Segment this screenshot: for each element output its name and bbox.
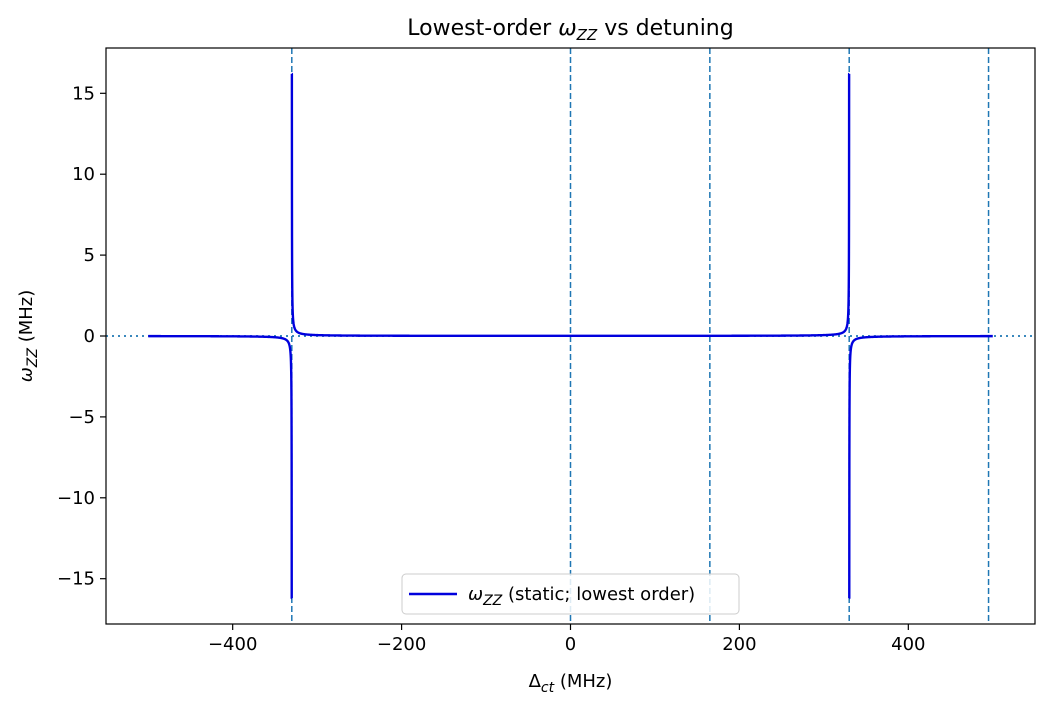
ylabel-subscript: ZZ xyxy=(25,348,41,369)
y-axis-label: ωZZ (MHz) xyxy=(16,290,41,383)
series-line xyxy=(290,72,851,338)
x-axis-ticks: −400 −200 0 200 400 xyxy=(208,624,925,655)
y-tick-label: 0 xyxy=(84,326,95,347)
title-subscript: ZZ xyxy=(576,26,598,44)
ylabel-symbol: ω xyxy=(16,367,37,382)
x-tick-label: −200 xyxy=(377,634,426,655)
chart-title: Lowest-order ωZZ vs detuning xyxy=(407,16,733,44)
legend-label: ωZZ (static; lowest order) xyxy=(468,584,695,609)
xlabel-symbol: Δ xyxy=(529,671,542,692)
legend-subscript: ZZ xyxy=(482,593,503,609)
x-axis-label: Δct (MHz) xyxy=(529,671,613,696)
x-tick-label: 400 xyxy=(891,634,925,655)
ylabel-rest: (MHz) xyxy=(16,290,37,348)
y-tick-label: −5 xyxy=(68,407,95,428)
title-rest: vs detuning xyxy=(597,16,734,41)
title-main: Lowest-order xyxy=(407,16,558,41)
y-tick-label: 5 xyxy=(84,245,95,266)
x-tick-label: 200 xyxy=(722,634,756,655)
y-axis-ticks: −15 −10 −5 0 5 10 15 xyxy=(57,83,106,590)
title-symbol: ω xyxy=(558,16,576,41)
x-tick-label: −400 xyxy=(208,634,257,655)
series-line xyxy=(848,334,994,600)
y-tick-label: −10 xyxy=(57,488,95,509)
legend-box xyxy=(401,573,740,615)
y-tick-label: 10 xyxy=(72,164,95,185)
xlabel-subscript: ct xyxy=(541,680,555,696)
legend-symbol: ω xyxy=(468,584,483,605)
y-tick-label: −15 xyxy=(57,569,95,590)
x-tick-label: 0 xyxy=(565,634,576,655)
series-line xyxy=(147,334,293,600)
legend: ωZZ (static; lowest order) xyxy=(401,573,740,615)
series-layer xyxy=(147,72,994,600)
y-tick-label: 15 xyxy=(72,83,95,104)
xlabel-rest: (MHz) xyxy=(554,671,612,692)
legend-rest: (static; lowest order) xyxy=(502,584,695,605)
